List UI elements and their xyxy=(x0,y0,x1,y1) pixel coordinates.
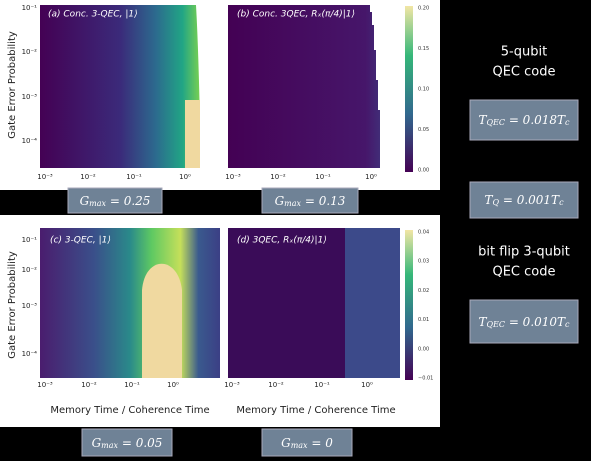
x-tick-label: 10⁻² xyxy=(80,173,96,181)
time-box xyxy=(469,299,579,344)
time-box xyxy=(469,181,579,219)
time-label: TQEC = 0.018Tc xyxy=(478,113,570,128)
code-label: bit flip 3-qubit xyxy=(478,245,570,260)
x-axis-label: Memory Time / Coherence Time xyxy=(50,405,209,416)
x-axis-label: Memory Time / Coherence Time xyxy=(236,405,395,416)
y-tick-label: 10⁻⁴ xyxy=(22,137,38,145)
heatmap-c-peak xyxy=(142,263,182,378)
colorbar-tick-label: 0.00 xyxy=(418,168,429,174)
gmax-box xyxy=(261,187,359,214)
time-label-part: = 0.001T xyxy=(499,193,560,207)
y-tick-label: 10⁻³ xyxy=(22,93,38,101)
panel-title: (a) Conc. 3-QEC, |1⟩ xyxy=(48,10,138,20)
time-box xyxy=(469,99,579,141)
time-label-part: = 0.018T xyxy=(505,113,566,127)
time-label-part: T xyxy=(478,315,487,329)
gmax-label: Gmax = 0.13 xyxy=(275,194,346,209)
gmax-label-part: G xyxy=(80,194,90,208)
x-tick-label: 10⁻³ xyxy=(37,381,53,389)
x-tick-label: 10⁰ xyxy=(167,381,179,389)
time-label-part: = 0.010T xyxy=(505,315,566,329)
colorbar-tick-label: 0.00 xyxy=(418,346,429,352)
heatmap-a-peak xyxy=(185,100,200,168)
colorbar-tick-label: 0.15 xyxy=(418,46,429,52)
colorbar-tick-label: 0.04 xyxy=(418,230,429,236)
x-tick-label: 10⁻¹ xyxy=(315,173,331,181)
time-label-part: T xyxy=(484,193,493,207)
code-label: 5-qubit xyxy=(501,45,547,60)
x-tick-label: 10⁻³ xyxy=(37,173,53,181)
colorbar-top xyxy=(405,6,413,172)
x-tick-label: 10⁻² xyxy=(81,381,97,389)
panel-title: (b) Conc. 3QEC, Rₓ(π/4)|1⟩ xyxy=(237,10,355,20)
x-tick-label: 10⁻² xyxy=(268,381,284,389)
x-tick-label: 10⁰ xyxy=(179,173,191,181)
heatmap-c xyxy=(40,228,220,378)
gmax-label-part: = 0.25 xyxy=(106,194,150,208)
time-label-part: Q xyxy=(492,198,499,207)
colorbar-tick-label: 0.10 xyxy=(418,87,429,93)
x-tick-label: 10⁰ xyxy=(361,381,373,389)
y-tick-label: 10⁻¹ xyxy=(22,4,38,12)
gmax-label-part: = 0.05 xyxy=(118,436,162,450)
gmax-box xyxy=(67,187,163,214)
panel-title: (c) 3-QEC, |1⟩ xyxy=(50,236,111,246)
y-axis-label: Gate Error Probability xyxy=(7,31,18,139)
x-tick-label: 10⁻¹ xyxy=(126,173,142,181)
gmax-label-part: G xyxy=(92,436,102,450)
colorbar-tick-label: 0.03 xyxy=(418,259,429,265)
gmax-box xyxy=(261,428,353,457)
colorbar-tick-label: 0.05 xyxy=(418,127,429,133)
x-tick-label: 10⁻³ xyxy=(225,173,241,181)
gmax-label: Gmax = 0.25 xyxy=(80,194,151,209)
time-label-part: QEC xyxy=(486,320,505,329)
gmax-label: Gmax = 0.05 xyxy=(92,436,163,451)
y-axis-label: Gate Error Probability xyxy=(7,251,18,359)
time-label-part: T xyxy=(478,113,487,127)
time-label-part: c xyxy=(565,320,570,329)
y-tick-label: 10⁻³ xyxy=(22,302,38,310)
time-label-part: c xyxy=(565,118,570,127)
panel-title: (d) 3QEC, Rₓ(π/4)|1⟩ xyxy=(237,236,327,246)
gmax-box xyxy=(81,428,173,457)
gmax-label-part: max xyxy=(284,199,301,208)
x-tick-label: 10⁰ xyxy=(365,173,377,181)
gmax-label-part: = 0 xyxy=(308,436,334,450)
gmax-label-part: G xyxy=(281,436,291,450)
colorbar-tick-label: 0.02 xyxy=(418,288,429,294)
gmax-label-part: = 0.13 xyxy=(301,194,346,208)
gmax-label-part: max xyxy=(89,199,106,208)
heatmap-b xyxy=(228,5,400,168)
time-label-part: QEC xyxy=(486,118,505,127)
y-tick-label: 10⁻² xyxy=(22,48,38,56)
x-tick-label: 10⁻¹ xyxy=(124,381,140,389)
x-tick-label: 10⁻² xyxy=(270,173,286,181)
heatmap-b-empty xyxy=(370,5,400,168)
heatmap-d-region xyxy=(345,228,400,378)
x-tick-label: 10⁻¹ xyxy=(314,381,330,389)
gmax-label-part: G xyxy=(275,194,285,208)
heatmap-a-empty xyxy=(196,5,218,168)
colorbar-tick-label: 0.01 xyxy=(418,317,429,323)
y-tick-label: 10⁻² xyxy=(22,266,38,274)
colorbar-tick-label: 0.20 xyxy=(418,6,429,12)
gmax-label-part: max xyxy=(101,441,118,450)
code-label: QEC code xyxy=(492,265,555,280)
time-label-part: c xyxy=(559,198,564,207)
time-label: TQEC = 0.010Tc xyxy=(478,315,570,330)
gmax-label-part: max xyxy=(291,441,308,450)
colorbar-tick-label: −0.01 xyxy=(418,376,433,382)
code-label: QEC code xyxy=(492,65,555,80)
gmax-label: Gmax = 0 xyxy=(281,436,333,451)
colorbar-bottom xyxy=(405,230,413,380)
y-tick-label: 10⁻⁴ xyxy=(22,350,38,358)
y-tick-label: 10⁻¹ xyxy=(22,236,38,244)
x-tick-label: 10⁻³ xyxy=(224,381,240,389)
time-label: TQ = 0.001Tc xyxy=(484,193,564,208)
